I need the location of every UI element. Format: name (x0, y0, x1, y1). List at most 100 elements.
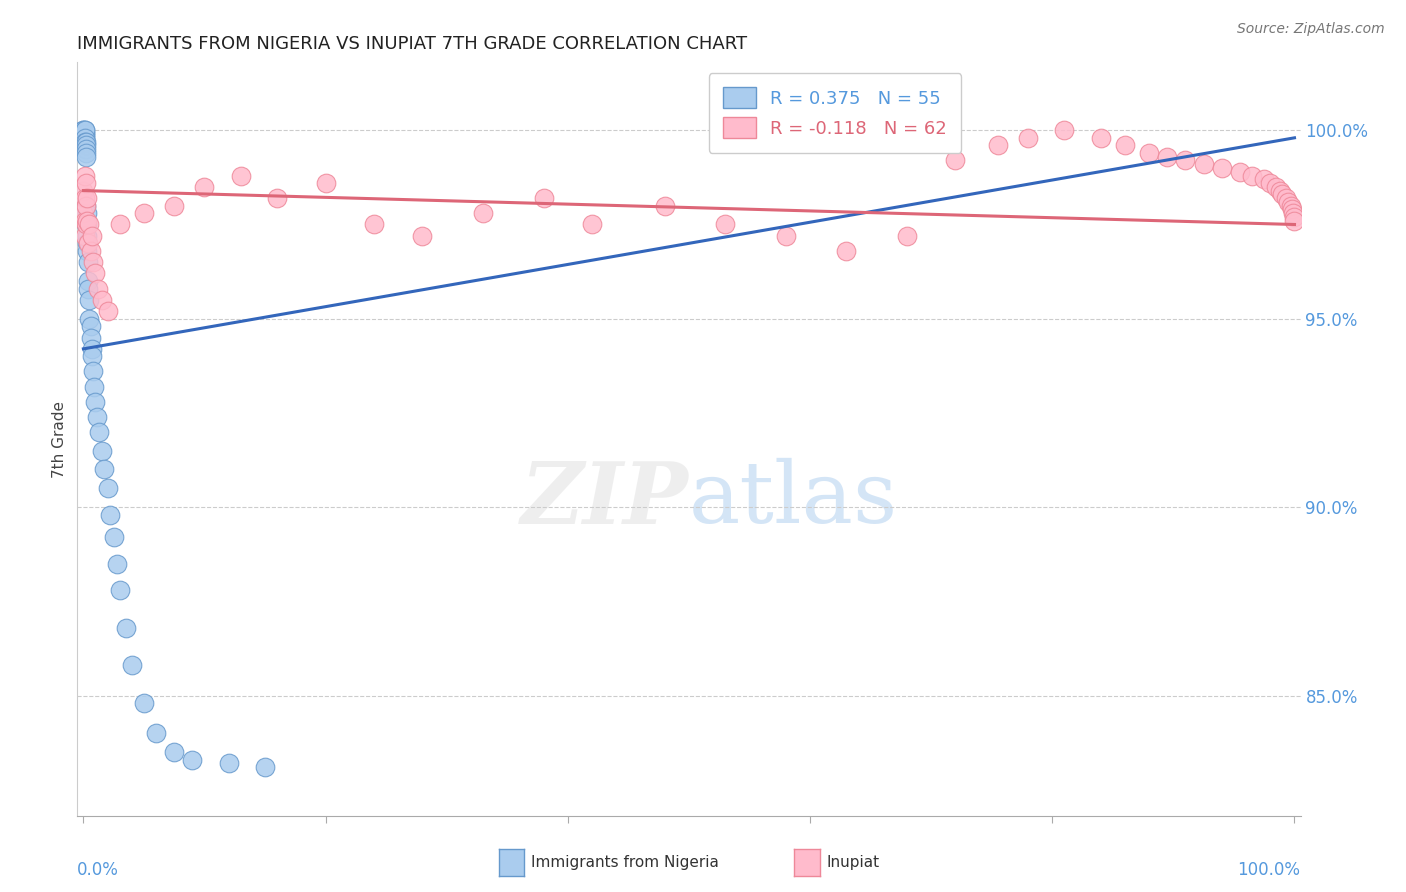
Point (363, 218, 385, 232)
Point (1279, 199, 1302, 213)
Point (93, 462, 115, 476)
Point (1277, 194, 1299, 209)
Point (77, 236, 100, 251)
Point (835, 244, 858, 258)
Point (1281, 202, 1303, 217)
Point (1229, 165, 1251, 179)
Text: Immigrants from Nigeria: Immigrants from Nigeria (531, 855, 720, 870)
Point (121, 658, 143, 673)
Point (75, 138, 97, 153)
Point (86, 409, 108, 424)
Point (315, 176, 337, 190)
Point (75, 176, 97, 190)
Point (1192, 157, 1215, 171)
Point (76, 191, 98, 205)
Point (90, 293, 112, 307)
Point (472, 206, 495, 220)
Point (80, 228, 103, 243)
Point (79, 218, 101, 232)
Y-axis label: 7th Grade: 7th Grade (52, 401, 67, 478)
Point (76, 244, 98, 258)
Point (1284, 210, 1306, 224)
Point (75, 199, 97, 213)
Text: 100.0%: 100.0% (1237, 862, 1301, 880)
Point (73, 213, 96, 227)
Point (654, 199, 676, 213)
Point (80, 350, 103, 364)
Point (163, 745, 186, 759)
Point (145, 726, 167, 740)
Point (72, 127, 94, 141)
Point (82, 255, 104, 269)
Point (108, 582, 131, 597)
Point (108, 218, 131, 232)
Point (1258, 176, 1281, 190)
Point (73, 130, 96, 145)
Point (76, 206, 98, 220)
Text: 0.0%: 0.0% (77, 862, 120, 880)
Point (1275, 191, 1298, 205)
Point (1017, 130, 1039, 145)
Point (775, 228, 797, 243)
Point (1156, 150, 1178, 164)
Point (945, 153, 967, 168)
Point (75, 142, 97, 156)
Point (1241, 169, 1264, 183)
Point (1174, 153, 1197, 168)
Point (114, 621, 136, 635)
Point (79, 311, 101, 326)
Point (79, 244, 101, 258)
Point (72, 135, 94, 149)
Legend: R = 0.375   N = 55, R = -0.118   N = 62: R = 0.375 N = 55, R = -0.118 N = 62 (709, 73, 962, 153)
Point (266, 191, 288, 205)
Point (75, 135, 97, 149)
Point (1114, 138, 1136, 153)
Point (84, 394, 107, 409)
Point (1137, 145, 1160, 160)
Point (72, 184, 94, 198)
Point (97, 304, 120, 318)
Point (89, 425, 111, 439)
Point (1253, 172, 1275, 186)
Point (132, 206, 155, 220)
Point (79, 319, 101, 334)
Point (218, 756, 240, 771)
Point (987, 138, 1010, 153)
Point (76, 236, 98, 251)
Point (75, 199, 97, 213)
Point (75, 218, 97, 232)
Point (73, 135, 96, 149)
Point (73, 228, 96, 243)
Point (73, 191, 96, 205)
Point (1271, 187, 1294, 202)
Point (163, 199, 186, 213)
Point (83, 379, 105, 393)
Point (72, 123, 94, 137)
Text: IMMIGRANTS FROM NIGERIA VS INUPIAT 7TH GRADE CORRELATION CHART: IMMIGRANTS FROM NIGERIA VS INUPIAT 7TH G… (77, 35, 748, 53)
Point (75, 150, 97, 164)
Point (75, 218, 97, 232)
Point (73, 123, 96, 137)
Point (84, 267, 107, 281)
Text: ZIP: ZIP (522, 458, 689, 541)
Point (79, 330, 101, 344)
Point (103, 530, 125, 544)
Text: Inupiat: Inupiat (827, 855, 880, 870)
Point (896, 228, 918, 243)
Point (73, 130, 96, 145)
Point (1090, 130, 1112, 145)
Point (193, 179, 215, 194)
Point (229, 169, 252, 183)
Point (75, 145, 97, 160)
Point (714, 218, 737, 232)
Point (76, 218, 98, 232)
Point (82, 364, 104, 378)
Point (76, 228, 98, 243)
Point (97, 481, 120, 495)
Point (1282, 206, 1305, 220)
Point (72, 123, 94, 137)
Point (1265, 179, 1288, 194)
Point (87, 281, 110, 295)
Point (254, 760, 277, 774)
Point (77, 274, 100, 288)
